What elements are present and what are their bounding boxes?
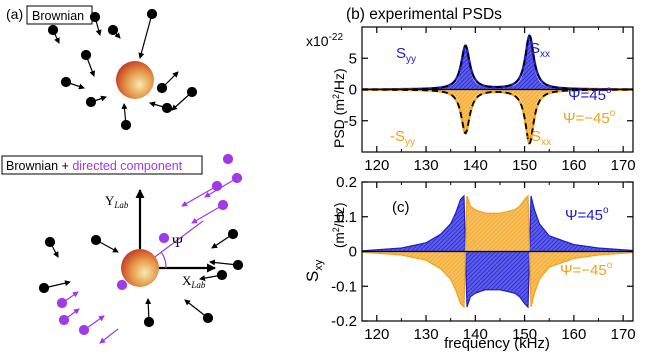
velocity-arrow: [61, 291, 79, 304]
panel-b-ticks: 120 130 140 150 160 170 -5 0 5: [344, 27, 636, 174]
velocity-arrow: [99, 328, 119, 344]
velocity-arrow: [52, 29, 60, 44]
syy-label: Syy: [396, 45, 416, 65]
velocity-arrow: [49, 241, 59, 258]
x-tick-label: 120: [364, 157, 389, 174]
y-tick-label: 0: [349, 244, 357, 261]
y-tick-label: 5: [349, 50, 357, 67]
y-tick-label: -0.1: [331, 278, 357, 295]
velocity-arrow: [63, 308, 80, 321]
velocity-arrow: [90, 95, 107, 103]
neg-syy-label: -Syy: [390, 128, 415, 148]
psi-pos-label-b: Ψ=45o: [568, 85, 612, 104]
velocity-arrow: [85, 54, 96, 77]
velocity-arrow: [161, 71, 179, 89]
x-tick-label: 120: [364, 326, 389, 343]
panel-b-title: (b) experimental PSDs: [346, 6, 502, 23]
x-tick-label: 140: [463, 157, 488, 174]
x-tick-label: 160: [561, 326, 586, 343]
x-axis-label: frequency (kHz): [444, 335, 550, 352]
brownian-box-label: Brownian: [32, 9, 84, 23]
chart-b-plot: [362, 34, 633, 145]
velocity-arrow: [199, 274, 223, 282]
y-tick-label: 0.1: [336, 209, 357, 226]
panel-c-units: (m2/Hz): [331, 202, 347, 248]
x-tick-label: 170: [611, 157, 636, 174]
psi-pos-label-c: Ψ=45o: [565, 205, 609, 224]
chart-c-plot: [362, 194, 633, 309]
panel-b: (b) experimental PSDs x10-22 PSD (m2/Hz)…: [306, 6, 636, 174]
sxy-curve-psi-pos: [362, 194, 633, 309]
brownian-particles-lower: [38, 228, 244, 328]
y-tick-label: -5: [344, 113, 357, 130]
psi-neg-label-c: Ψ=−45o: [560, 260, 613, 279]
panel-a-label: (a): [6, 6, 23, 22]
directed-particles: [56, 153, 243, 344]
x-lab-label: XLab: [182, 273, 206, 290]
sxy-curve-psi-neg: [362, 194, 633, 309]
trapped-sphere: [116, 61, 154, 99]
velocity-arrow: [83, 315, 105, 331]
panel-c-ticks: 120 130 140 150 160 170 -0.2 -0.1 0 0.1 0.2: [331, 174, 636, 343]
velocity-arrow: [209, 259, 239, 266]
x-tick-label: 150: [512, 326, 537, 343]
velocity-arrow: [191, 204, 224, 224]
velocity-arrow: [95, 239, 119, 253]
x-tick-label: 160: [561, 157, 586, 174]
velocity-arrow: [65, 81, 85, 90]
psi-neg-label-b: Ψ=−45o: [563, 108, 616, 127]
x-tick-label: 130: [414, 326, 439, 343]
x-tick-label: 140: [463, 326, 488, 343]
x-tick-label: 170: [611, 326, 636, 343]
velocity-arrow: [181, 185, 218, 207]
trapped-sphere: [121, 249, 159, 287]
velocity-arrow: [171, 91, 193, 111]
panel-c: Sxy (m2/Hz) 120 130 140 150 160 170 -0.2 -0.1 0 0…: [303, 174, 636, 352]
x-tick-label: 150: [512, 157, 537, 174]
panel-c-ylabel: Sxy: [303, 259, 325, 282]
velocity-arrow: [138, 13, 153, 59]
psd-fit-psi-pos: [362, 34, 633, 91]
x-tick-label: 130: [414, 157, 439, 174]
particle: [158, 232, 170, 244]
directed-box: [1, 155, 203, 175]
velocity-arrow: [184, 299, 209, 319]
velocity-arrow: [211, 233, 234, 249]
velocity-arrow: [94, 16, 102, 36]
psd-curve-psi-pos: [362, 34, 633, 91]
velocity-arrow: [149, 101, 168, 109]
y-tick-label: 0.2: [336, 174, 357, 191]
neg-sxx-label: -Sxx: [526, 128, 551, 148]
panel-b-ylabel: PSD (m2/Hz): [331, 68, 347, 148]
velocity-arrow: [145, 298, 152, 323]
particle: [116, 279, 128, 291]
y-tick-label: 0: [349, 82, 357, 99]
directed-box-label: Brownian + directed component: [6, 159, 183, 173]
sxx-label: Sxx: [530, 40, 550, 60]
brownian-particles: [47, 8, 198, 131]
velocity-arrow: [43, 280, 71, 289]
y-lab-label: YLab: [105, 193, 129, 210]
particle: [222, 153, 234, 165]
panel-a: (a) Brownian Brownian + directed compone…: [1, 5, 244, 344]
psi-label: Ψ: [172, 235, 184, 251]
psi-angle-arc: [160, 251, 167, 269]
velocity-arrow: [112, 29, 121, 39]
velocity-arrow: [121, 103, 128, 126]
panel-c-label: (c): [392, 199, 410, 216]
exponent-label: x10-22: [306, 32, 343, 49]
y-tick-label: -0.2: [331, 313, 357, 330]
